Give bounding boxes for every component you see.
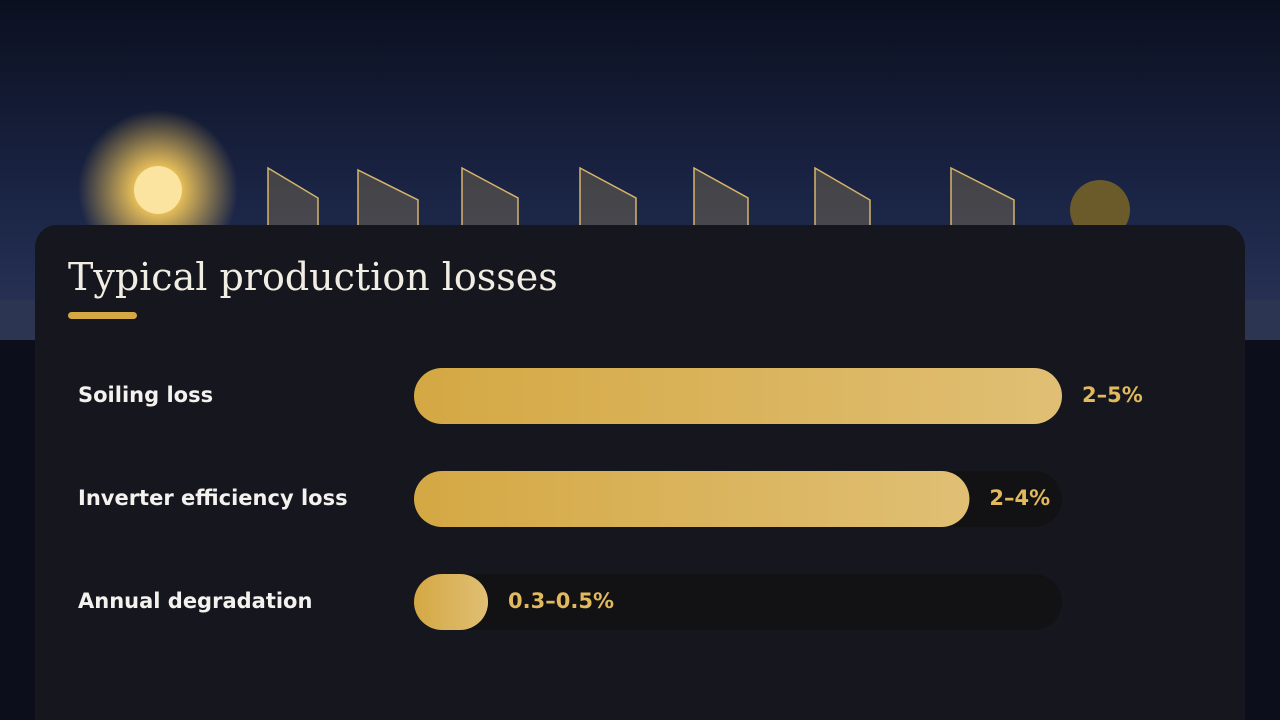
value-label: 2–4% [989, 486, 1050, 510]
bar [414, 574, 489, 630]
value-label: 2–5% [1082, 383, 1143, 407]
chart-title: Typical production losses [68, 255, 558, 299]
title-underline [68, 312, 137, 319]
bar [414, 368, 1062, 424]
category-label: Annual degradation [78, 589, 312, 613]
category-label: Soiling loss [78, 383, 213, 407]
category-label: Inverter efficiency loss [78, 486, 348, 510]
bar-track [414, 574, 1062, 630]
bar [414, 471, 970, 527]
value-label: 0.3–0.5% [508, 589, 614, 613]
